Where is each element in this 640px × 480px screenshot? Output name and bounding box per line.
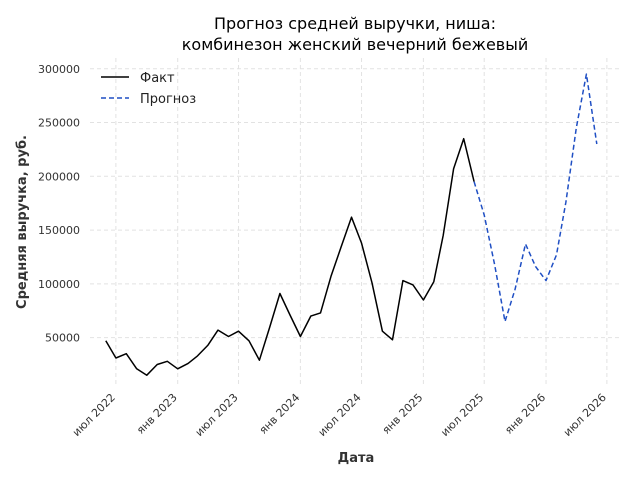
legend-label-fact: Факт [140,71,175,86]
x-tick-label: июл 2026 [561,391,609,439]
grid [90,58,622,386]
x-tick-label: июл 2023 [193,391,241,439]
y-tick-label: 150000 [38,224,80,237]
x-tick-label: июл 2022 [70,391,118,439]
y-axis-label: Средняя выручка, руб. [15,135,30,309]
chart-title-line2: комбинезон женский вечерний бежевый [182,35,529,54]
x-tick-label: янв 2026 [502,391,548,437]
series-line-fact [105,137,475,376]
x-axis-label: Дата [338,451,375,466]
legend: Факт Прогноз [101,71,196,107]
y-tick-label: 200000 [38,170,80,183]
x-tick-label: янв 2023 [134,391,180,437]
y-tick-label: 250000 [38,117,80,130]
series-line-forecast [473,73,598,323]
x-tick-label: янв 2024 [257,391,303,437]
y-tick-label: 100000 [38,278,80,291]
y-tick-label: 50000 [45,332,80,345]
x-axis-ticks: июл 2022 янв 2023 июл 2023 янв 2024 июл 2024… [70,391,609,439]
x-tick-label: янв 2025 [380,391,426,437]
chart-title-line1: Прогноз средней выручки, ниша: [214,14,496,33]
x-tick-label: июл 2024 [316,391,364,439]
y-tick-label: 300000 [38,63,80,76]
legend-label-forecast: Прогноз [140,92,196,107]
y-axis-ticks: 50000 100000 150000 200000 250000 300000 [38,63,80,345]
series-layer [105,73,598,376]
x-tick-label: июл 2025 [438,391,486,439]
